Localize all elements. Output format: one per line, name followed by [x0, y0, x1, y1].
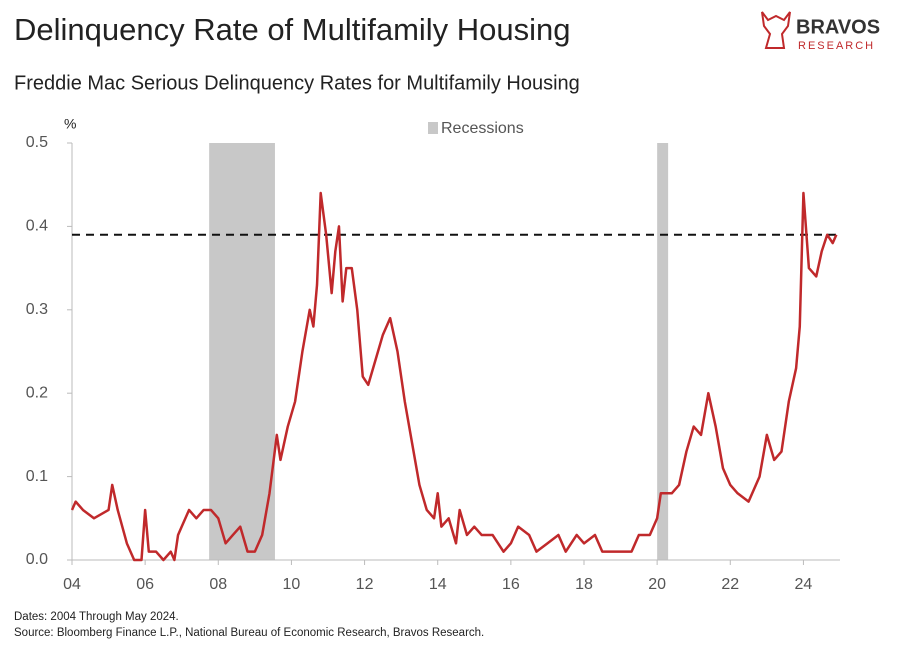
x-tick-label: 12 — [356, 576, 374, 593]
legend-label: Recessions — [441, 120, 524, 137]
x-tick-label: 16 — [502, 576, 520, 593]
y-tick-label: 0.5 — [26, 134, 48, 151]
x-tick-label: 24 — [795, 576, 813, 593]
logo-icon — [761, 11, 791, 49]
x-tick-label: 18 — [575, 576, 593, 593]
x-tick-label: 08 — [209, 576, 227, 593]
recession-band — [209, 143, 275, 560]
logo-name: BRAVOS — [796, 16, 880, 38]
x-tick-label: 10 — [283, 576, 301, 593]
y-tick-label: 0.4 — [26, 218, 48, 235]
data-line — [70, 191, 838, 562]
y-tick-label: 0.0 — [26, 551, 48, 568]
note: Dates: 2004 Through May 2024. — [14, 611, 179, 623]
x-tick-label: 06 — [136, 576, 154, 593]
x-tick-label: 20 — [648, 576, 666, 593]
x-tick-label: 14 — [429, 576, 447, 593]
chart-subtitle: Freddie Mac Serious Delinquency Rates fo… — [14, 72, 580, 94]
logo: BRAVOS RESEARCH — [761, 11, 880, 52]
y-unit: % — [64, 116, 76, 132]
logo-tagline: RESEARCH — [798, 40, 875, 52]
y-tick-label: 0.2 — [26, 384, 48, 401]
chart-title: Delinquency Rate of Multifamily Housing — [14, 12, 571, 47]
y-tick-label: 0.3 — [26, 301, 48, 318]
y-tick-label: 0.1 — [26, 468, 48, 485]
x-tick-label: 22 — [721, 576, 739, 593]
x-tick-label: 04 — [63, 576, 81, 593]
note: Source: Bloomberg Finance L.P., National… — [14, 627, 484, 639]
legend-swatch — [428, 122, 438, 134]
recession-band — [657, 143, 669, 560]
